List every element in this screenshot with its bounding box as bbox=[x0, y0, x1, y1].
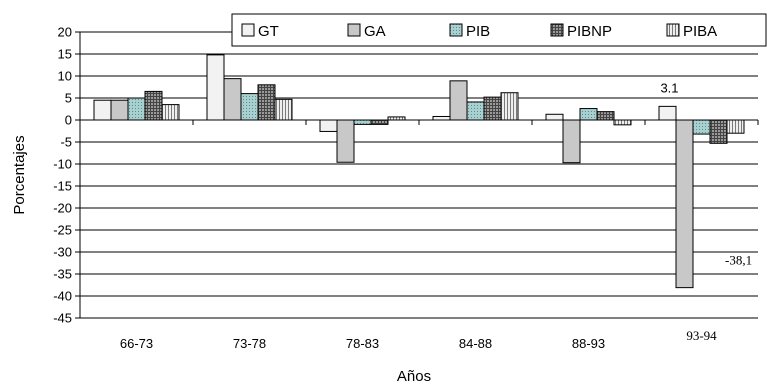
bar-piba-78-83 bbox=[387, 116, 406, 121]
bar-piba-66-73 bbox=[161, 104, 180, 121]
bar-ga-93-94 bbox=[675, 119, 694, 289]
legend-label-pibnp: PIBNP bbox=[567, 23, 612, 40]
bar-piba-73-78 bbox=[274, 98, 293, 121]
bar-pibnp-84-88 bbox=[483, 96, 502, 121]
bar-pib-73-78 bbox=[240, 93, 259, 121]
bars bbox=[93, 54, 745, 289]
x-tick-label: 93-94 bbox=[686, 328, 717, 343]
bar-pib-78-83 bbox=[353, 119, 372, 125]
bar-piba-84-88 bbox=[500, 92, 519, 121]
legend-label-pib: PIB bbox=[466, 23, 490, 40]
bar-piba-93-94 bbox=[726, 119, 745, 134]
bar-gt-88-93 bbox=[545, 113, 564, 121]
legend-label-ga: GA bbox=[364, 23, 386, 40]
y-tick-label: 15 bbox=[58, 47, 72, 62]
y-tick-label: -40 bbox=[53, 289, 72, 304]
y-tick-label: -5 bbox=[60, 135, 72, 150]
bar-pib-88-93 bbox=[579, 108, 598, 121]
bar-piba-88-93 bbox=[613, 119, 632, 126]
x-axis: 66-73 73-78 78-83 84-88 88-93 93-94 bbox=[79, 119, 759, 351]
legend-swatch-piba bbox=[666, 23, 680, 37]
x-tick-label: 73-78 bbox=[233, 336, 266, 351]
y-tick-label: 10 bbox=[58, 69, 72, 84]
y-tick-label: -25 bbox=[53, 223, 72, 238]
y-tick-label: -15 bbox=[53, 179, 72, 194]
y-tick-label: -10 bbox=[53, 157, 72, 172]
data-label: 3.1 bbox=[660, 80, 678, 95]
bar-gt-66-73 bbox=[93, 99, 112, 121]
x-tick-label: 84-88 bbox=[459, 336, 492, 351]
y-tick-label: -30 bbox=[53, 245, 72, 260]
bar-gt-78-83 bbox=[319, 119, 338, 132]
bar-gt-84-88 bbox=[432, 115, 451, 121]
legend-swatch-gt bbox=[241, 23, 255, 37]
bar-ga-84-88 bbox=[449, 80, 468, 121]
legend-swatch-pib bbox=[449, 23, 463, 37]
y-axis-title: Porcentajes bbox=[11, 135, 28, 214]
bar-ga-88-93 bbox=[562, 119, 581, 164]
legend-label-piba: PIBA bbox=[683, 23, 717, 40]
y-tick-label: 5 bbox=[65, 91, 72, 106]
x-tick-label: 78-83 bbox=[346, 336, 379, 351]
bar-pibnp-93-94 bbox=[709, 119, 728, 144]
y-tick-label: -45 bbox=[53, 311, 72, 326]
y-tick-label: -20 bbox=[53, 201, 72, 216]
data-label: -38,1 bbox=[725, 253, 752, 268]
y-tick-label: 0 bbox=[65, 113, 72, 128]
bar-pibnp-78-83 bbox=[370, 119, 389, 125]
y-axis: 20 15 10 5 0 -5 -10 -15 -20 -25 -30 -35 -40 -45 bbox=[53, 25, 81, 326]
bar-pib-66-73 bbox=[127, 97, 146, 121]
bar-ga-66-73 bbox=[110, 99, 129, 121]
bar-gt-93-94 bbox=[658, 105, 677, 121]
bar-pib-84-88 bbox=[466, 101, 485, 121]
x-tick-label: 88-93 bbox=[572, 336, 605, 351]
x-axis-title: Años bbox=[397, 368, 431, 385]
bar-pibnp-88-93 bbox=[596, 111, 615, 121]
bar-ga-73-78 bbox=[223, 78, 242, 121]
legend-swatch-ga bbox=[347, 23, 361, 37]
bar-pibnp-66-73 bbox=[144, 90, 163, 121]
y-tick-label: -35 bbox=[53, 267, 72, 282]
gridlines bbox=[80, 31, 758, 319]
bar-pibnp-73-78 bbox=[257, 84, 276, 121]
x-tick-label: 66-73 bbox=[120, 336, 153, 351]
bar-gt-73-78 bbox=[206, 54, 225, 121]
bar-pib-93-94 bbox=[692, 119, 711, 135]
y-tick-label: 20 bbox=[58, 25, 72, 40]
legend: GT GA PIB PIBNP PIBA bbox=[231, 13, 767, 47]
legend-swatch-pibnp bbox=[550, 23, 564, 37]
legend-label-gt: GT bbox=[258, 23, 279, 40]
annotations: 3.1 -38,1 bbox=[660, 80, 752, 267]
bar-ga-78-83 bbox=[336, 119, 355, 163]
